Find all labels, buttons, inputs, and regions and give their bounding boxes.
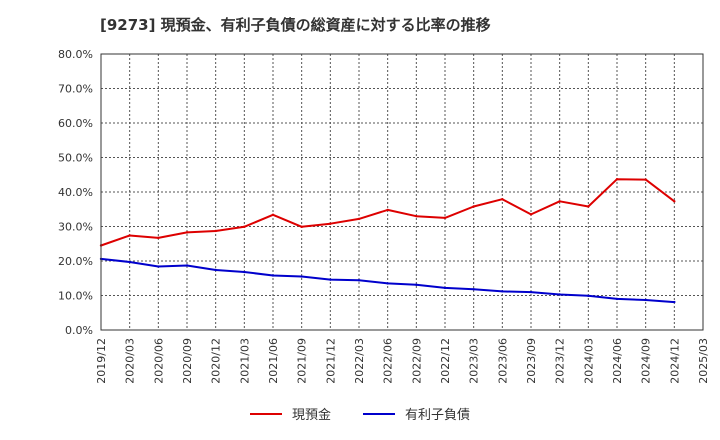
point-cash: [587, 205, 590, 208]
y-tick-label: 60.0%: [58, 117, 93, 130]
y-tick-label: 0.0%: [65, 324, 93, 337]
x-tick-label: 2023/09: [525, 338, 538, 384]
point-debt: [673, 300, 676, 304]
x-tick-label: 2022/03: [353, 338, 366, 384]
point-cash: [185, 231, 189, 234]
point-debt: [300, 275, 303, 278]
y-axis-ticks: 0.0% 10.0% 20.0% 30.0% 40.0% 50.0% 60.0% 70.0% 8…: [58, 48, 93, 337]
x-tick-label: 2023/12: [554, 338, 567, 384]
y-tick-label: 50.0%: [58, 152, 93, 165]
x-tick-label: 2020/09: [181, 338, 194, 384]
x-tick-label: 2025/03: [697, 338, 710, 384]
point-cash: [357, 217, 361, 221]
series-layer: [99, 178, 676, 304]
point-cash: [157, 236, 160, 240]
point-cash: [271, 213, 275, 216]
point-debt: [615, 297, 619, 301]
x-tick-label: 2020/06: [152, 338, 165, 384]
x-tick-label: 2023/06: [496, 338, 509, 384]
point-cash: [386, 208, 389, 212]
point-debt: [472, 288, 475, 291]
point-cash: [415, 214, 418, 218]
chart-title: [9273] 現預金、有利子負債の総資産に対する比率の推移: [100, 16, 491, 34]
y-tick-label: 70.0%: [58, 83, 93, 96]
point-debt: [644, 298, 647, 302]
point-cash: [329, 222, 332, 225]
point-debt: [558, 293, 561, 296]
legend-label-cash: 現預金: [291, 408, 331, 423]
y-tick-label: 40.0%: [58, 186, 93, 199]
point-debt: [501, 290, 504, 293]
x-tick-label: 2020/12: [210, 338, 223, 384]
legend-swatch-debt: [363, 412, 395, 415]
point-debt: [529, 290, 533, 294]
x-tick-label: 2020/03: [124, 338, 137, 384]
point-debt: [157, 265, 160, 268]
point-cash: [243, 225, 246, 229]
point-debt: [443, 286, 447, 290]
x-tick-label: 2022/12: [439, 338, 452, 384]
x-tick-label: 2021/06: [267, 338, 280, 384]
x-tick-label: 2021/12: [324, 338, 337, 384]
x-tick-label: 2023/03: [468, 338, 481, 384]
point-cash: [472, 205, 475, 208]
point-cash: [214, 229, 217, 233]
point-cash: [501, 198, 504, 201]
x-tick-label: 2021/03: [238, 338, 251, 384]
point-debt: [271, 274, 275, 277]
point-cash: [300, 225, 303, 229]
point-cash: [529, 213, 533, 216]
point-cash: [673, 200, 676, 203]
y-tick-label: 10.0%: [58, 290, 93, 303]
x-tick-label: 2022/06: [382, 338, 395, 384]
x-tick-label: 2024/03: [582, 338, 595, 384]
grid-lines: [101, 54, 703, 330]
legend-item-debt[interactable]: 有利子負債: [363, 404, 470, 423]
point-cash: [644, 178, 647, 181]
x-tick-label: 2022/09: [410, 338, 423, 384]
y-tick-label: 30.0%: [58, 221, 93, 234]
x-tick-label: 2021/09: [296, 338, 309, 384]
legend-swatch-cash: [249, 412, 282, 415]
point-debt: [415, 283, 418, 287]
point-debt: [128, 260, 131, 264]
y-tick-label: 80.0%: [58, 48, 93, 61]
point-debt: [329, 278, 332, 281]
point-cash: [443, 216, 447, 220]
plot-frame: [100, 53, 704, 331]
legend: 現預金 有利子負債: [0, 404, 720, 423]
x-tick-label: 2019/12: [95, 338, 108, 384]
legend-item-cash[interactable]: 現預金: [249, 404, 331, 423]
point-debt: [214, 268, 217, 272]
x-tick-label: 2024/12: [668, 338, 681, 384]
point-debt: [587, 294, 590, 298]
y-tick-label: 20.0%: [58, 255, 93, 268]
x-tick-label: 2024/06: [611, 338, 624, 384]
point-debt: [243, 270, 246, 274]
point-cash: [615, 178, 619, 181]
point-cash: [128, 234, 131, 237]
point-cash: [558, 200, 561, 203]
point-debt: [357, 279, 361, 282]
legend-label-debt: 有利子負債: [405, 408, 471, 423]
x-axis-ticks: 2019/12 2020/03 2020/06 2020/09 2020/12 2021/…: [95, 338, 710, 384]
point-debt: [386, 282, 389, 285]
point-debt: [185, 264, 189, 267]
x-tick-label: 2024/09: [640, 338, 653, 384]
